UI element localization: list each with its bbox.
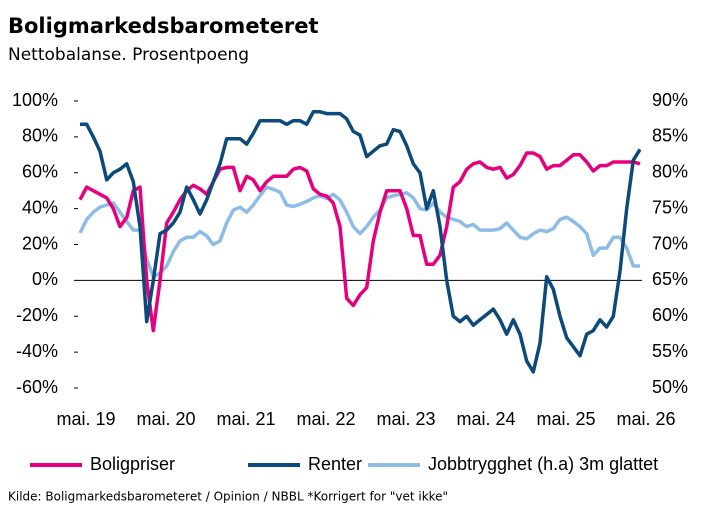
y2-tick-label: 70% [652, 233, 688, 253]
y2-tick-label: 85% [652, 126, 688, 146]
y-tick-label: 100% [12, 90, 58, 110]
source-note: Kilde: Boligmarkedsbarometeret / Opinion… [8, 490, 448, 504]
y-tick-label: -20% [16, 305, 58, 325]
x-tick-label: mai. 24 [456, 409, 515, 429]
x-tick-label: mai. 23 [376, 409, 435, 429]
legend-label: Jobbtrygghet (h.a) 3m glattet [428, 454, 658, 474]
y2-tick-label: 80% [652, 162, 688, 182]
legend-label: Boligpriser [90, 454, 175, 474]
legend-label: Renter [308, 454, 362, 474]
y-tick-label: 40% [22, 197, 58, 217]
y2-tick-label: 50% [652, 377, 688, 397]
x-tick-label: mai. 21 [216, 409, 275, 429]
y-tick-label: -40% [16, 341, 58, 361]
y-tick-label: 60% [22, 162, 58, 182]
y-tick-label: 0% [32, 269, 58, 289]
chart-title: Boligmarkedsbarometeret [8, 14, 318, 38]
x-tick-label: mai. 25 [536, 409, 595, 429]
x-tick-label: mai. 20 [136, 409, 195, 429]
y2-tick-label: 65% [652, 269, 688, 289]
series-line [80, 110, 642, 374]
x-tick-label: mai. 19 [56, 409, 115, 429]
x-tick-label: mai. 22 [296, 409, 355, 429]
chart-subtitle: Nettobalanse. Prosentpoeng [8, 45, 249, 65]
y-tick-label: 80% [22, 126, 58, 146]
series-line [78, 185, 640, 279]
y2-tick-label: 60% [652, 305, 688, 325]
y2-tick-label: 75% [652, 197, 688, 217]
y2-tick-label: 90% [652, 90, 688, 110]
series-line [78, 151, 641, 333]
y-tick-label: -60% [16, 377, 58, 397]
y-tick-label: 20% [22, 233, 58, 253]
y2-tick-label: 55% [652, 341, 688, 361]
x-tick-label: mai. 26 [616, 409, 675, 429]
